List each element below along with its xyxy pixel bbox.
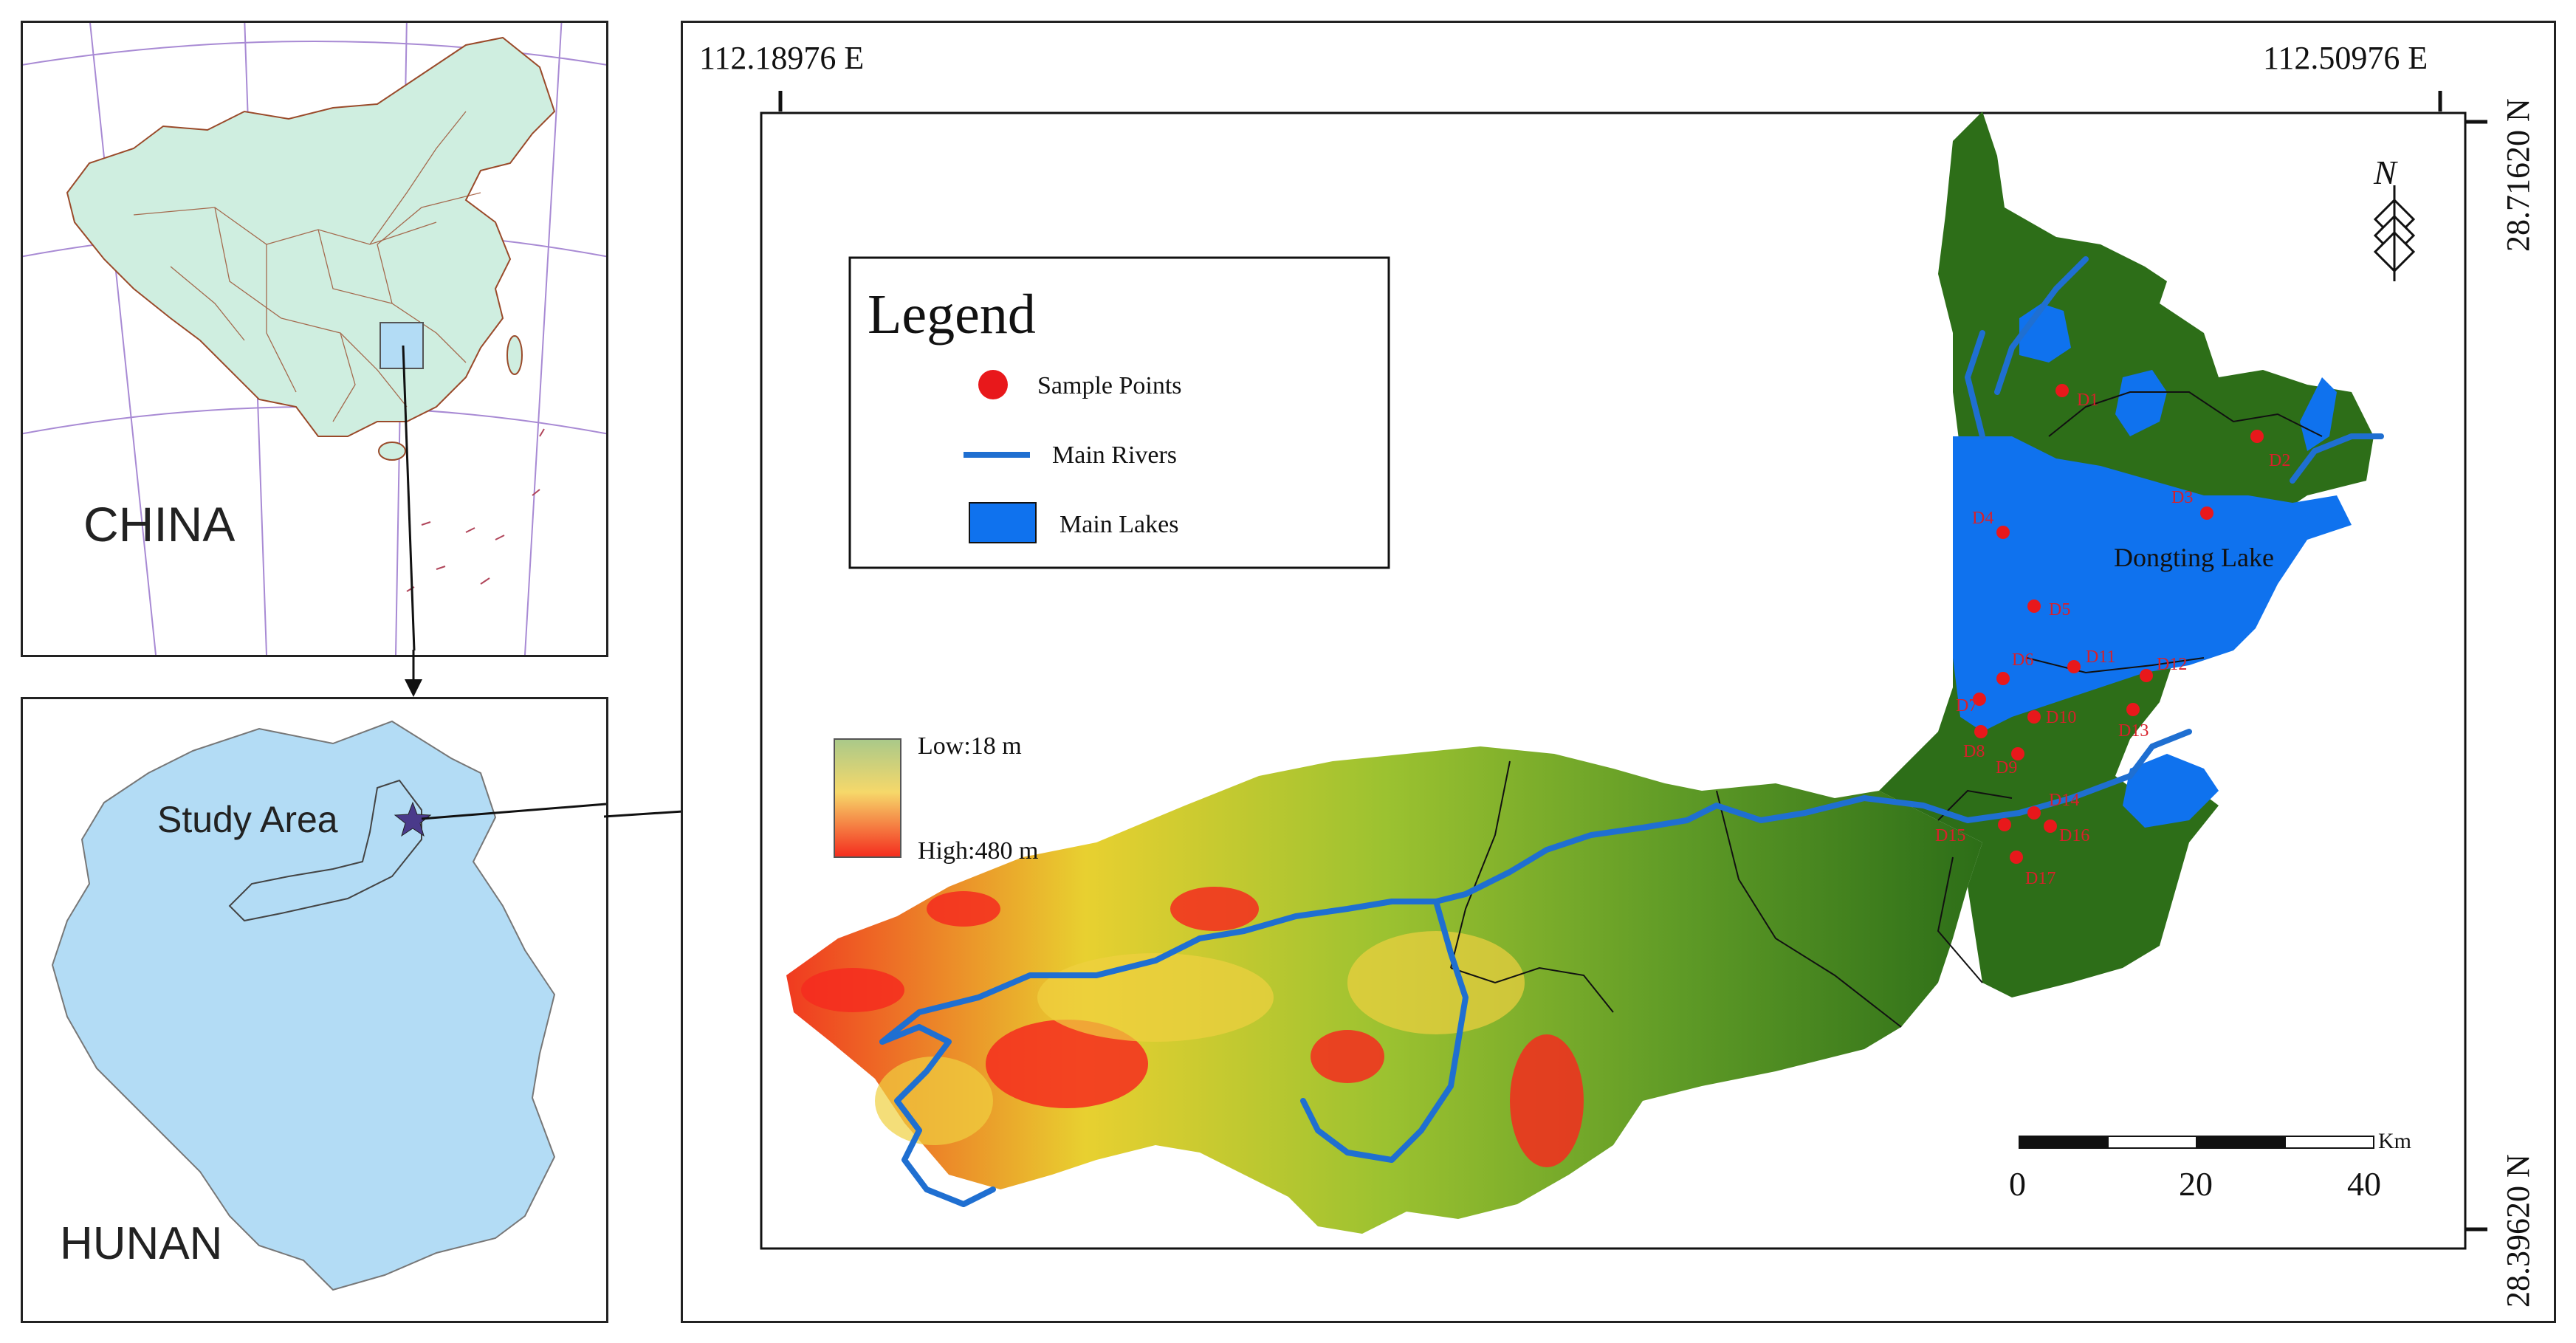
hunan-map-graphic: Study Area HUNAN: [51, 720, 607, 1291]
svg-text:D2: D2: [2269, 451, 2290, 470]
sample-point: D2: [2250, 430, 2290, 470]
locator-arrow-line: [402, 345, 416, 651]
scale-tick-label: 0: [2009, 1165, 2026, 1203]
sample-point: D14: [2027, 791, 2079, 820]
scale-tick-label: 40: [2347, 1165, 2381, 1203]
main-map-panel: 112.18976 E 112.50976 E 28.71620 N 28.39…: [681, 21, 2556, 1323]
coord-top-right-lon: 112.50976 E: [2263, 40, 2428, 76]
elevation-high-label: High:480 m: [918, 837, 1038, 865]
coord-bottom-lat: 28.39620 N: [2500, 1154, 2536, 1308]
coord-top-lat: 28.71620 N: [2500, 98, 2536, 252]
lake-label: Dongting Lake: [2114, 543, 2274, 572]
svg-text:D15: D15: [1935, 826, 1965, 845]
china-inset-map: CHINA: [7, 15, 622, 657]
sample-point: D1: [2055, 384, 2098, 410]
main-rivers: [879, 256, 2384, 1207]
sample-point: D9: [1996, 747, 2024, 777]
svg-text:D6: D6: [2012, 650, 2033, 670]
legend-sample-point-icon: [978, 370, 1008, 399]
elevation-legend: Low:18 m High:480 m: [834, 732, 1038, 865]
locator-arrowhead: [405, 650, 422, 697]
study-area-label: Study Area: [157, 799, 338, 840]
north-lake-east: [2115, 370, 2167, 436]
legend-item-label: Main Lakes: [1059, 511, 1178, 538]
svg-text:D7: D7: [1956, 696, 1977, 715]
svg-text:D11: D11: [2086, 648, 2115, 667]
svg-text:N: N: [2373, 154, 2398, 191]
coord-top-left-lon: 112.18976 E: [699, 40, 864, 76]
sample-point: D4: [1972, 509, 2010, 539]
sample-point: D8: [1963, 725, 1988, 761]
scale-unit: Km: [2378, 1129, 2411, 1153]
svg-text:D9: D9: [1996, 758, 2017, 777]
dongting-lake: [1953, 436, 2352, 732]
sample-point: D5: [2027, 600, 2070, 619]
north-arrow-icon: N: [2373, 154, 2416, 281]
legend-lake-icon: [969, 502, 1037, 543]
elevation-low-label: Low:18 m: [918, 732, 1022, 760]
county-boundaries: [1450, 391, 2323, 1028]
study-area-pointer-line: [421, 803, 607, 820]
high-elevation-patches: [801, 887, 1584, 1167]
svg-text:D5: D5: [2049, 600, 2070, 619]
hunan-inset-map: Study Area HUNAN: [21, 697, 608, 1323]
svg-text:D10: D10: [2046, 708, 2076, 727]
study-area-star-icon: [394, 801, 432, 837]
hunan-highlight: [379, 322, 424, 369]
sample-point: D12: [2140, 655, 2187, 682]
northeast-lake: [2300, 377, 2337, 451]
sample-point: D7: [1956, 693, 1986, 715]
scale-tick-label: 20: [2179, 1165, 2213, 1203]
sample-point: D16: [2044, 820, 2089, 845]
china-label: CHINA: [83, 497, 235, 552]
elevation-ramp: [834, 738, 901, 858]
south-sea-islands: [406, 428, 545, 592]
hainan-island: [378, 442, 406, 461]
taiwan-island: [506, 335, 523, 375]
china-map-graphic: CHINA: [7, 15, 622, 656]
sample-point: D6: [1996, 650, 2033, 685]
sample-point: D17: [2010, 851, 2055, 888]
east-lake: [2123, 754, 2219, 828]
scale-bar: Km 0 20 40: [2009, 1129, 2411, 1203]
legend-box: Legend Sample Points Main Rivers Main La…: [848, 256, 1390, 569]
svg-text:D8: D8: [1963, 742, 1985, 761]
sample-point: D15: [1935, 818, 2011, 845]
svg-text:D4: D4: [1972, 509, 1993, 528]
svg-text:D16: D16: [2059, 826, 2089, 845]
legend-item-label: Main Rivers: [1052, 442, 1177, 469]
sample-point: D13: [2118, 703, 2149, 741]
hunan-label: HUNAN: [60, 1218, 222, 1269]
sample-point: D11: [2067, 648, 2115, 673]
legend-item-label: Sample Points: [1037, 372, 1182, 399]
svg-text:D14: D14: [2049, 791, 2079, 810]
sample-point: D3: [2171, 488, 2213, 520]
hunan-outline: [51, 720, 556, 1291]
svg-text:D13: D13: [2118, 721, 2149, 741]
svg-text:D1: D1: [2077, 391, 2098, 410]
sample-points: D1 D2 D3 D4 D5 D6 D7 D8 D9 D10 D11 D12 D…: [1935, 384, 2290, 888]
svg-text:D3: D3: [2171, 488, 2193, 507]
china-outline: [66, 36, 556, 437]
sample-point: D10: [2027, 708, 2076, 727]
province-borders: [133, 111, 481, 422]
legend-title: Legend: [868, 284, 1036, 346]
svg-text:D12: D12: [2157, 655, 2187, 674]
svg-text:D17: D17: [2025, 869, 2055, 888]
main-map-graphic: 112.18976 E 112.50976 E 28.71620 N 28.39…: [699, 40, 2536, 1308]
